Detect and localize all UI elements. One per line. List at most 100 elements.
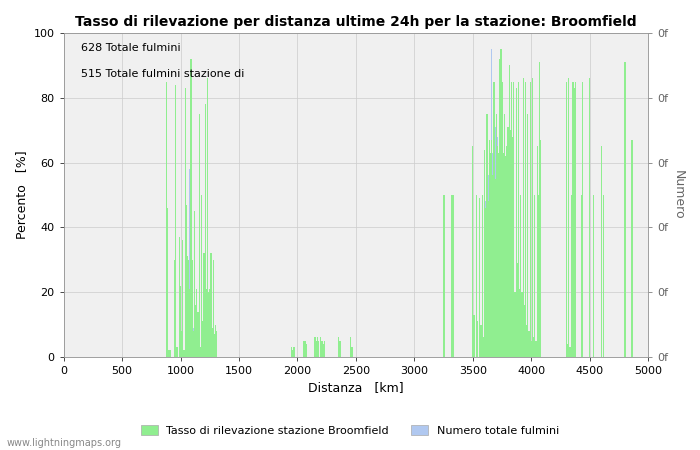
Bar	[531, 341, 532, 357]
Bar	[443, 338, 444, 357]
Bar	[482, 315, 483, 357]
Bar	[181, 331, 182, 357]
Bar	[568, 347, 569, 357]
Bar	[496, 114, 497, 357]
Bar	[501, 292, 503, 357]
Bar	[483, 338, 484, 357]
Bar	[525, 81, 526, 357]
Bar	[603, 195, 605, 357]
Bar	[506, 146, 507, 357]
Bar	[491, 140, 492, 357]
Bar	[183, 351, 185, 357]
Bar	[185, 289, 186, 357]
Bar	[489, 140, 490, 357]
Bar	[201, 344, 202, 357]
Bar	[566, 344, 567, 357]
Bar	[168, 351, 169, 357]
Bar	[202, 321, 203, 357]
Bar	[537, 146, 538, 357]
Bar	[443, 195, 444, 357]
Bar	[498, 153, 499, 357]
Bar	[524, 354, 525, 357]
Bar	[569, 351, 570, 357]
Bar	[213, 260, 214, 357]
Bar	[581, 195, 582, 357]
Bar	[582, 354, 583, 357]
Bar	[204, 104, 206, 357]
Bar	[188, 328, 189, 357]
Text: 515 Totale fulmini stazione di: 515 Totale fulmini stazione di	[81, 68, 244, 79]
Bar	[540, 140, 541, 357]
Bar	[486, 153, 487, 357]
Bar	[178, 292, 180, 357]
Bar	[517, 263, 518, 357]
Bar	[477, 321, 478, 357]
Bar	[485, 202, 486, 357]
Bar	[520, 195, 522, 357]
Bar	[509, 341, 510, 357]
Bar	[202, 347, 203, 357]
Bar	[302, 344, 304, 357]
Bar	[589, 354, 590, 357]
Bar	[568, 78, 569, 357]
Bar	[196, 289, 197, 357]
Bar	[526, 354, 527, 357]
Y-axis label: Numero: Numero	[672, 170, 685, 220]
Title: Tasso di rilevazione per distanza ultime 24h per la stazione: Broomfield: Tasso di rilevazione per distanza ultime…	[75, 15, 637, 29]
Bar	[504, 324, 505, 357]
Bar	[304, 347, 305, 357]
Bar	[506, 341, 507, 357]
Bar	[339, 341, 340, 357]
Bar	[624, 354, 626, 357]
Bar	[291, 347, 292, 357]
Bar	[183, 351, 185, 357]
Bar	[473, 315, 475, 357]
Bar	[511, 81, 512, 357]
Bar	[204, 341, 206, 357]
Bar	[589, 78, 590, 357]
Bar	[513, 81, 514, 357]
Bar	[180, 311, 181, 357]
Bar	[182, 240, 183, 357]
Bar	[203, 253, 204, 357]
Bar	[567, 344, 568, 357]
Bar	[501, 81, 503, 357]
Bar	[316, 341, 317, 357]
Bar	[210, 253, 211, 357]
Bar	[169, 351, 171, 357]
Bar	[176, 347, 178, 357]
Bar	[530, 351, 531, 357]
Bar	[486, 114, 487, 357]
Bar	[519, 354, 520, 357]
Bar	[318, 341, 319, 357]
Bar	[510, 344, 511, 357]
Bar	[167, 237, 168, 357]
Bar	[166, 81, 167, 357]
Bar	[631, 140, 633, 357]
Bar	[497, 146, 498, 357]
Bar	[166, 331, 167, 357]
X-axis label: Distanza   [km]: Distanza [km]	[308, 382, 404, 395]
Bar	[517, 354, 518, 357]
Bar	[516, 351, 517, 357]
Bar	[208, 292, 209, 357]
Bar	[593, 195, 594, 357]
Bar	[306, 344, 307, 357]
Bar	[476, 195, 477, 357]
Bar	[476, 324, 477, 357]
Bar	[185, 88, 186, 357]
Bar	[444, 341, 445, 357]
Bar	[570, 351, 572, 357]
Bar	[510, 130, 511, 357]
Bar	[523, 78, 524, 357]
Bar	[573, 81, 574, 357]
Bar	[536, 341, 537, 357]
Bar	[503, 305, 504, 357]
Bar	[338, 341, 339, 357]
Bar	[534, 195, 536, 357]
Bar	[508, 338, 509, 357]
Bar	[216, 331, 218, 357]
Bar	[485, 208, 486, 357]
Bar	[503, 153, 504, 357]
Bar	[575, 354, 576, 357]
